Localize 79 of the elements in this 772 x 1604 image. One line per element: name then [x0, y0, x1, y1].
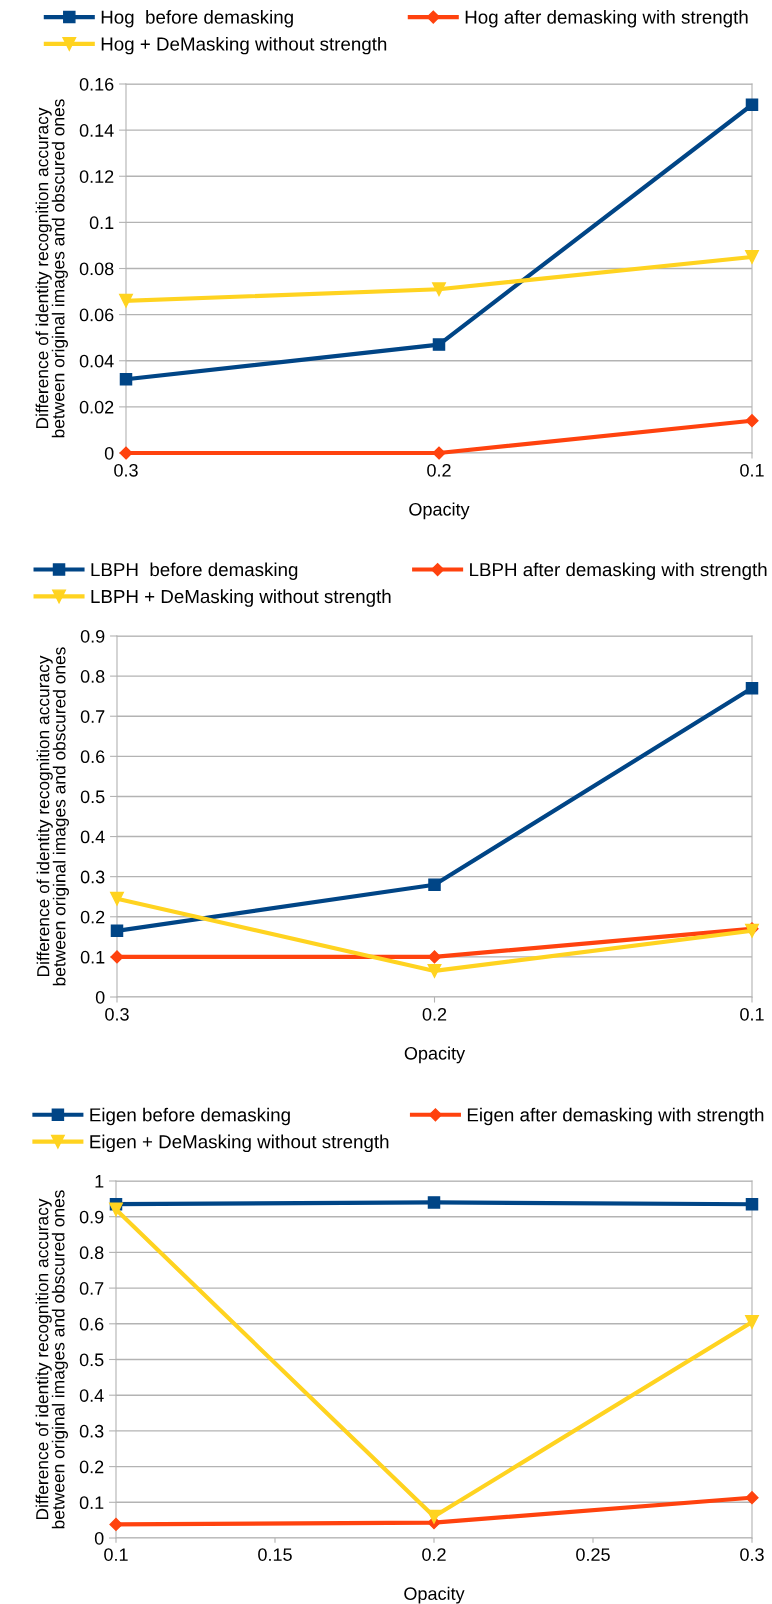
- point: [427, 963, 442, 978]
- x-tick-label: 0.3: [105, 1007, 129, 1021]
- y-axis-title: Difference of identity recognition accuracy between original images and obscured ones: [35, 99, 68, 438]
- legend-label: LBPH + DeMasking without strength: [91, 589, 391, 607]
- point: [428, 878, 441, 891]
- legend-label: Hog + DeMasking without strength: [101, 36, 387, 55]
- y-tick-label: 0: [95, 990, 105, 1004]
- y-tick-label: 0.9: [80, 629, 105, 643]
- x-tick-label: 0.3: [114, 463, 138, 477]
- legend-label: Eigen before demasking: [90, 1107, 290, 1126]
- point: [745, 98, 759, 112]
- x-tick-label: 0.15: [258, 1548, 292, 1561]
- x-tick-label: 0.2: [427, 463, 451, 477]
- legend-label: Eigen + DeMasking without strength: [90, 1134, 389, 1153]
- legend-label: LBPH before demasking: [91, 562, 298, 580]
- x-tick-label: 0.2: [422, 1548, 446, 1561]
- y-tick-label: 0.04: [79, 354, 114, 368]
- point: [432, 446, 446, 460]
- y-tick-label: 1: [95, 1175, 104, 1188]
- y-tick-label: 0.3: [80, 870, 105, 884]
- y-tick-label: 0.4: [79, 1389, 104, 1402]
- point: [745, 414, 759, 428]
- point: [110, 924, 124, 938]
- point: [119, 293, 133, 308]
- legend-label: LBPH after demasking with strength: [470, 562, 767, 580]
- y-tick-label: 0.8: [80, 670, 105, 683]
- x-tick-label: 0.3: [740, 1548, 764, 1561]
- x-axis-title: Opacity: [409, 502, 470, 520]
- point: [427, 950, 442, 964]
- y-tick-label: 0.4: [80, 830, 105, 844]
- x-tick-label: 0.2: [422, 1007, 447, 1021]
- point: [427, 1509, 441, 1524]
- y-tick-label: 0.6: [79, 1317, 104, 1331]
- y-tick-label: 0.1: [89, 216, 114, 230]
- point: [110, 891, 124, 906]
- point: [432, 338, 446, 351]
- y-tick-label: 0.14: [79, 124, 114, 137]
- point: [119, 446, 133, 460]
- x-tick-label: 0.25: [576, 1548, 610, 1561]
- y-tick-label: 0: [94, 1531, 104, 1545]
- x-tick-label: 0.1: [740, 463, 764, 477]
- y-tick-label: 0.6: [80, 750, 105, 764]
- point: [110, 950, 124, 964]
- x-axis-title: Opacity: [404, 1046, 466, 1064]
- y-tick-label: 0.02: [79, 400, 114, 414]
- point: [745, 1315, 759, 1329]
- legend-label: Hog before demasking: [101, 10, 293, 28]
- y-tick-label: 0: [104, 446, 114, 460]
- y-tick-label: 0.5: [80, 790, 105, 804]
- y-tick-label: 0.3: [79, 1424, 104, 1438]
- y-axis-title: Difference of identity recognition accuracy between original images and obscured ones: [36, 647, 69, 986]
- y-tick-label: 0.7: [79, 1282, 104, 1295]
- y-tick-label: 0.16: [79, 77, 114, 91]
- y-tick-label: 0.06: [79, 308, 114, 322]
- x-axis-title: Opacity: [404, 1586, 465, 1604]
- point: [109, 1202, 123, 1217]
- point: [745, 250, 759, 264]
- point: [119, 372, 133, 386]
- y-axis-title: Difference of identity recognition accuracy between original images and obscured ones: [35, 1190, 68, 1529]
- legend-label: Eigen after demasking with strength: [467, 1107, 764, 1126]
- y-tick-label: 0.2: [79, 1460, 104, 1474]
- y-tick-label: 0.5: [79, 1353, 104, 1367]
- y-tick-label: 0.8: [79, 1246, 104, 1260]
- point: [432, 282, 446, 297]
- y-tick-label: 0.7: [80, 710, 105, 723]
- point: [427, 1196, 441, 1209]
- legend-label: Hog after demasking with strength: [465, 10, 748, 28]
- point: [109, 1517, 123, 1532]
- point: [745, 1491, 759, 1505]
- y-tick-label: 0.2: [80, 910, 105, 924]
- y-tick-label: 0.9: [79, 1210, 104, 1224]
- point: [745, 681, 759, 695]
- x-tick-label: 0.1: [740, 1007, 764, 1021]
- y-tick-label: 0.1: [80, 950, 105, 964]
- y-tick-label: 0.12: [79, 170, 114, 183]
- y-tick-label: 0.1: [79, 1496, 104, 1510]
- x-tick-label: 0.1: [104, 1548, 128, 1561]
- point: [745, 1197, 759, 1211]
- y-tick-label: 0.08: [79, 262, 114, 276]
